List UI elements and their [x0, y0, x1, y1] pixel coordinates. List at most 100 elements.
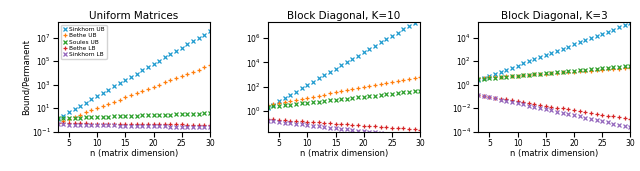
Sinkhorn LB: [178, 126, 186, 128]
Bethe LB: [65, 122, 73, 124]
Title: Uniform Matrices: Uniform Matrices: [89, 11, 179, 21]
Sinkhorn UB: [144, 66, 152, 68]
Bethe LB: [150, 123, 157, 125]
Soules UB: [150, 114, 157, 116]
Sinkhorn LB: [60, 123, 67, 126]
Bethe UB: [189, 71, 197, 73]
Sinkhorn UB: [122, 79, 129, 81]
Sinkhorn UB: [206, 30, 214, 32]
Sinkhorn LB: [104, 124, 112, 126]
Bethe LB: [178, 123, 186, 126]
Soules UB: [138, 114, 146, 116]
Line: Sinkhorn LB: Sinkhorn LB: [56, 122, 212, 129]
Bethe LB: [172, 123, 180, 126]
Soules UB: [60, 117, 67, 119]
Sinkhorn UB: [65, 111, 73, 114]
Bethe UB: [200, 66, 208, 68]
Line: Soules UB: Soules UB: [56, 111, 212, 120]
Y-axis label: Bound/Permanent: Bound/Permanent: [21, 39, 30, 115]
Sinkhorn LB: [65, 123, 73, 126]
Bethe LB: [166, 123, 174, 125]
Soules UB: [88, 116, 95, 118]
Sinkhorn UB: [150, 63, 157, 65]
Sinkhorn UB: [88, 98, 95, 101]
Sinkhorn UB: [156, 60, 163, 62]
Sinkhorn UB: [60, 115, 67, 117]
Soules UB: [99, 116, 107, 118]
Bethe UB: [172, 77, 180, 79]
Soules UB: [82, 116, 90, 119]
Bethe UB: [76, 114, 84, 116]
Bethe LB: [70, 122, 78, 124]
Soules UB: [200, 112, 208, 114]
Soules UB: [166, 114, 174, 116]
Bethe LB: [99, 123, 107, 125]
Bethe UB: [144, 88, 152, 90]
Soules UB: [161, 114, 169, 116]
Bethe LB: [200, 124, 208, 126]
Bethe UB: [88, 109, 95, 111]
Sinkhorn LB: [88, 124, 95, 126]
Sinkhorn LB: [156, 125, 163, 127]
Sinkhorn UB: [178, 47, 186, 49]
Sinkhorn UB: [161, 56, 169, 58]
Soules UB: [76, 117, 84, 119]
Bethe LB: [60, 122, 67, 124]
Line: Bethe UB: Bethe UB: [56, 63, 212, 125]
Soules UB: [184, 113, 191, 115]
Bethe UB: [93, 107, 101, 109]
Bethe UB: [70, 116, 78, 118]
Bethe UB: [60, 120, 67, 122]
Bethe LB: [127, 123, 135, 125]
Soules UB: [206, 112, 214, 114]
Sinkhorn LB: [172, 126, 180, 128]
X-axis label: n (matrix dimension): n (matrix dimension): [90, 149, 178, 158]
Sinkhorn LB: [161, 126, 169, 128]
Sinkhorn LB: [76, 124, 84, 126]
Bethe UB: [138, 90, 146, 92]
Sinkhorn LB: [127, 125, 135, 127]
Soules UB: [144, 114, 152, 116]
Sinkhorn LB: [132, 125, 140, 127]
Bethe UB: [166, 79, 174, 81]
Title: Block Diagonal, K=3: Block Diagonal, K=3: [501, 11, 607, 21]
Sinkhorn UB: [189, 40, 197, 42]
Sinkhorn UB: [195, 37, 202, 39]
Bethe LB: [195, 124, 202, 126]
Sinkhorn UB: [104, 89, 112, 91]
Sinkhorn UB: [172, 50, 180, 52]
Bethe UB: [110, 101, 118, 103]
Sinkhorn LB: [122, 125, 129, 127]
Bethe LB: [189, 124, 197, 126]
Bethe UB: [65, 118, 73, 120]
X-axis label: n (matrix dimension): n (matrix dimension): [510, 149, 598, 158]
Soules UB: [104, 116, 112, 118]
Bethe LB: [144, 123, 152, 125]
Soules UB: [122, 115, 129, 117]
Soules UB: [54, 117, 61, 119]
Sinkhorn LB: [116, 124, 124, 127]
Soules UB: [132, 115, 140, 117]
Soules UB: [127, 115, 135, 117]
Soules UB: [70, 117, 78, 119]
Bethe LB: [184, 123, 191, 126]
Bethe LB: [93, 123, 101, 125]
Sinkhorn LB: [206, 126, 214, 128]
Bethe UB: [184, 73, 191, 75]
Bethe UB: [132, 92, 140, 94]
Sinkhorn UB: [82, 102, 90, 104]
Soules UB: [189, 113, 197, 115]
Bethe LB: [122, 123, 129, 125]
Sinkhorn LB: [144, 125, 152, 127]
Title: Block Diagonal, K=10: Block Diagonal, K=10: [287, 11, 401, 21]
Soules UB: [116, 115, 124, 117]
Bethe LB: [206, 124, 214, 126]
X-axis label: n (matrix dimension): n (matrix dimension): [300, 149, 388, 158]
Sinkhorn UB: [54, 118, 61, 120]
Sinkhorn UB: [200, 34, 208, 36]
Bethe LB: [132, 123, 140, 125]
Sinkhorn UB: [127, 76, 135, 78]
Bethe UB: [156, 83, 163, 86]
Bethe LB: [138, 123, 146, 125]
Bethe LB: [156, 123, 163, 125]
